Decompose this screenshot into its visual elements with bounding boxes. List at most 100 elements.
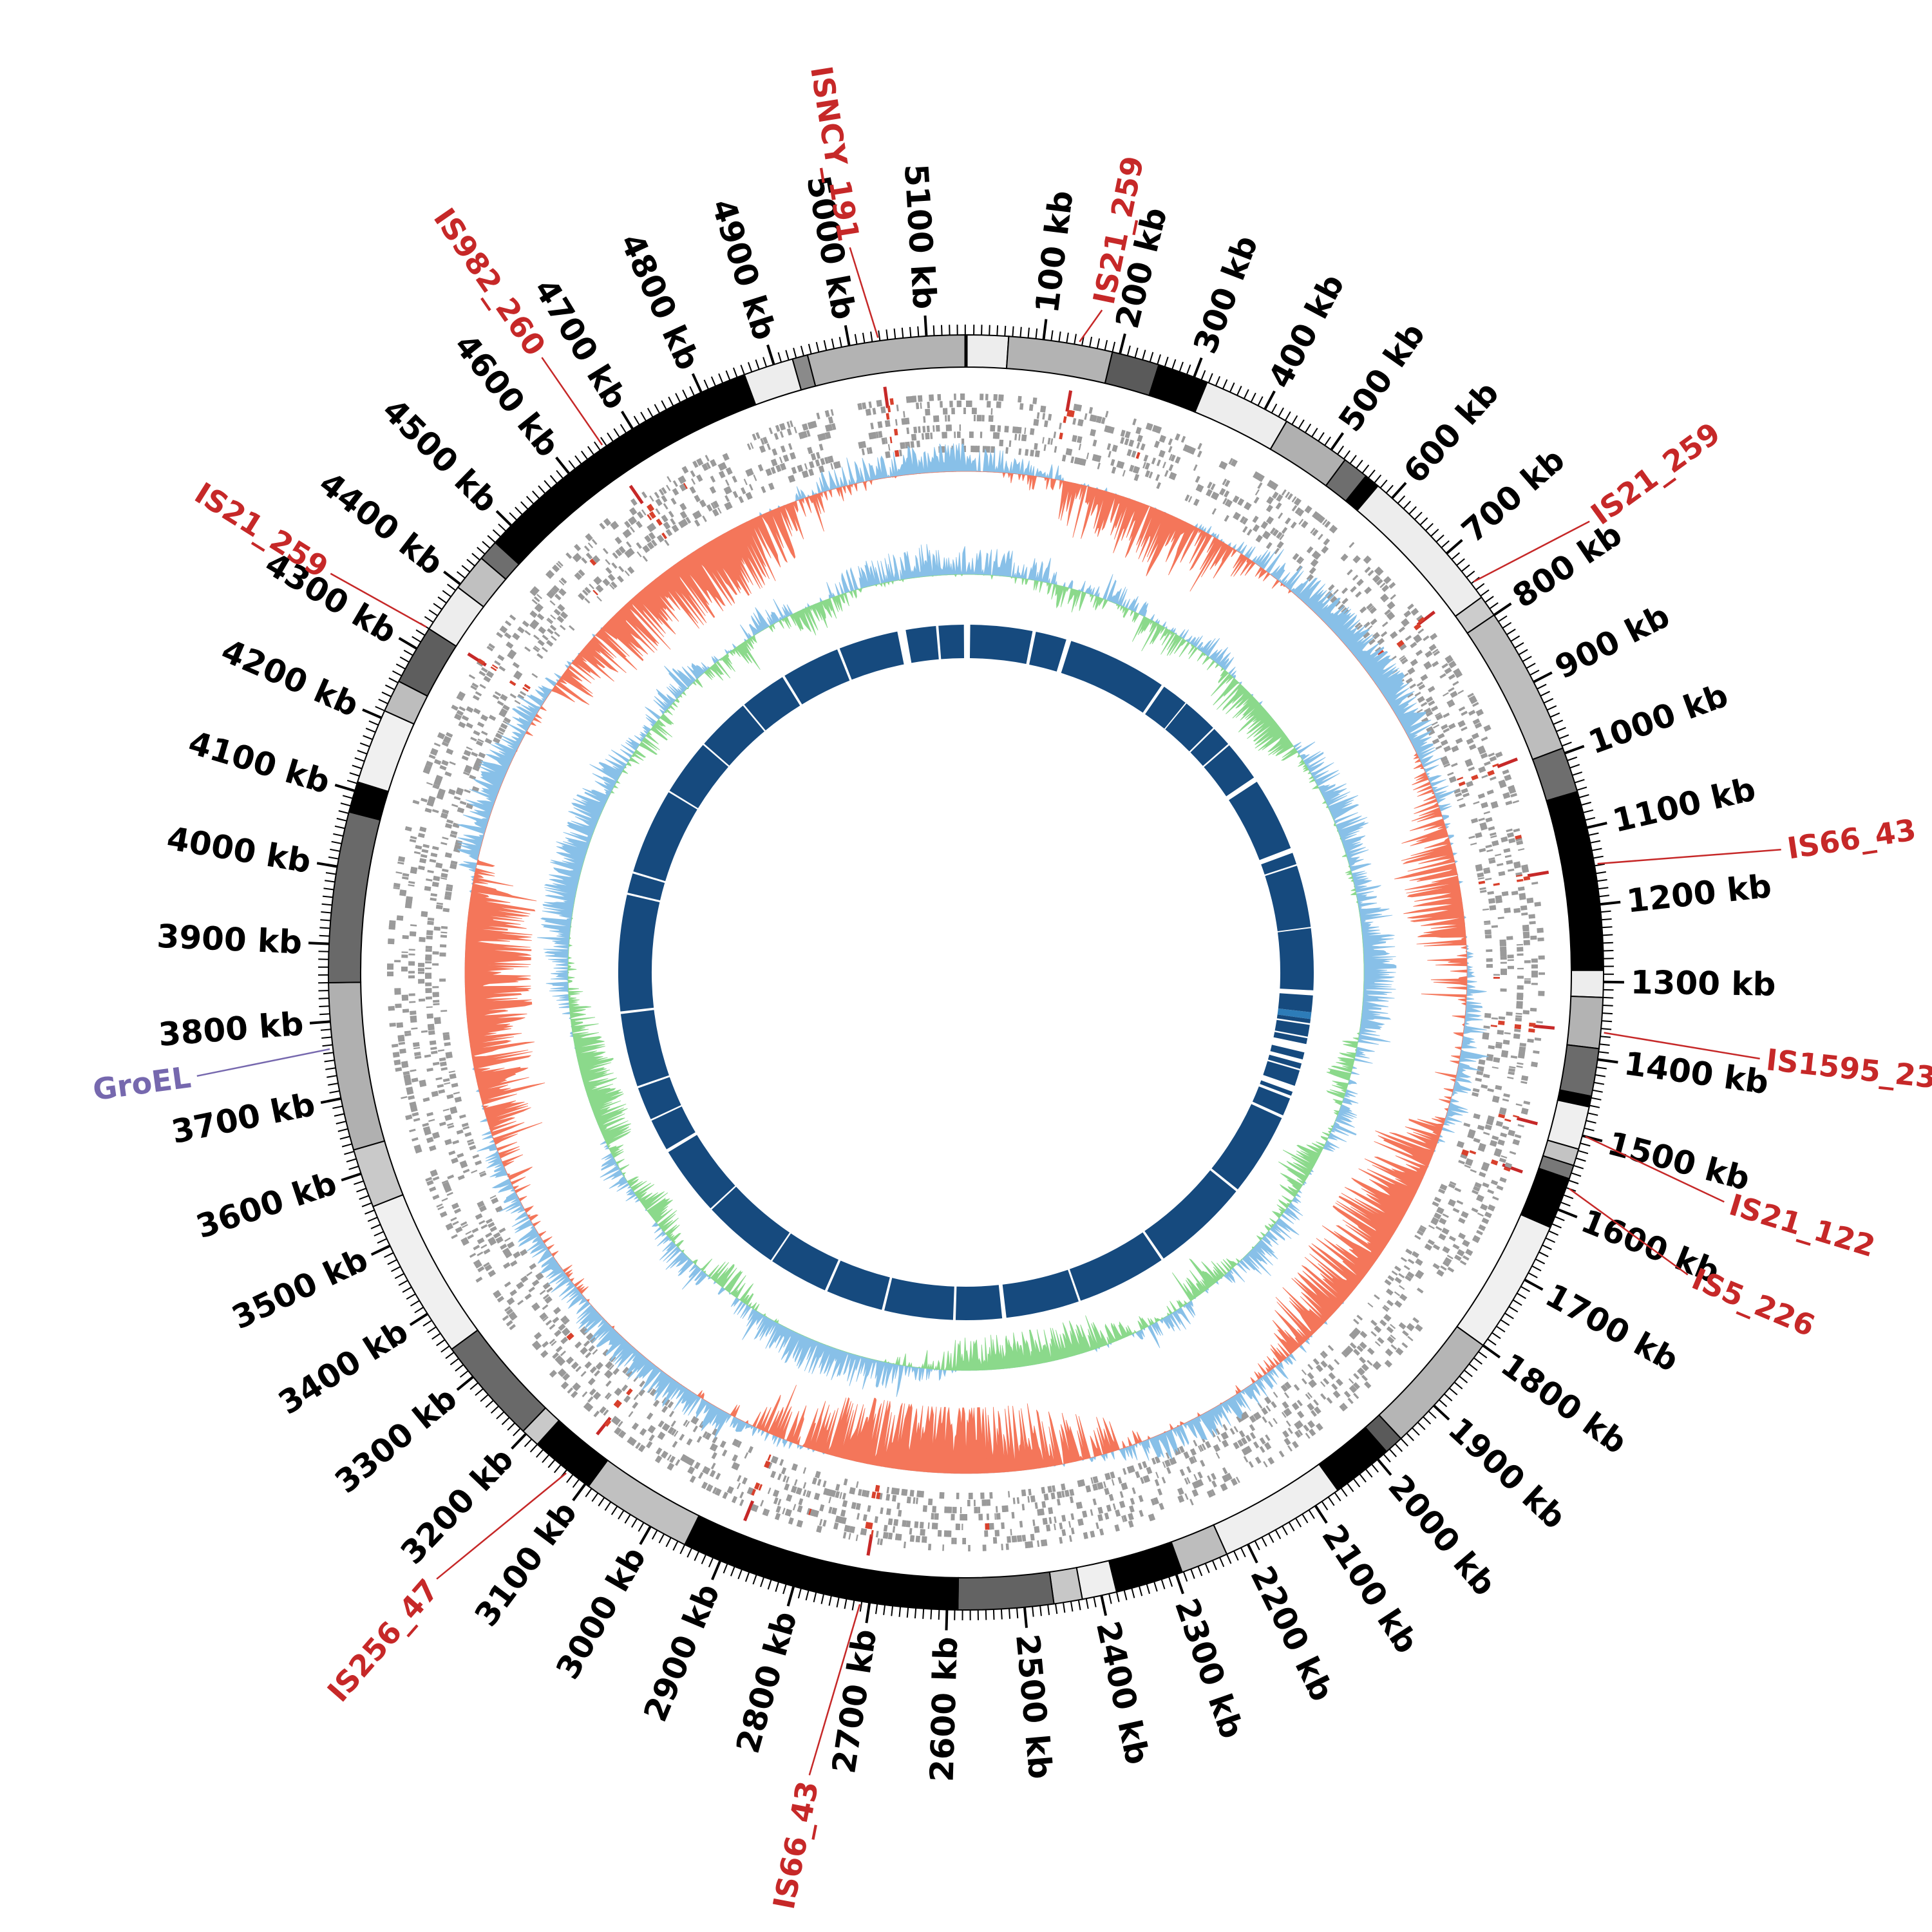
gene-tile bbox=[1056, 1491, 1063, 1499]
gene-tile bbox=[762, 1508, 768, 1516]
gene-tile bbox=[658, 489, 665, 496]
gene-tile bbox=[438, 1089, 446, 1094]
gene-tile bbox=[1398, 1322, 1406, 1330]
alignment-segment bbox=[1061, 641, 1162, 713]
gene-tile bbox=[996, 1506, 998, 1513]
gene-tile bbox=[1490, 1159, 1499, 1166]
gene-tile bbox=[1263, 1461, 1268, 1468]
gene-tile bbox=[503, 1262, 511, 1269]
gene-tile bbox=[413, 1117, 421, 1122]
gene-tile bbox=[1407, 603, 1414, 611]
gene-tile bbox=[1448, 1183, 1455, 1189]
gene-tile bbox=[1516, 840, 1524, 846]
gene-tile bbox=[557, 560, 564, 567]
gene-tile bbox=[694, 460, 699, 468]
minor-tick bbox=[327, 1075, 337, 1078]
alignment-segment bbox=[1165, 703, 1213, 752]
gene-tile bbox=[980, 431, 983, 439]
gene-tile bbox=[533, 596, 540, 602]
gene-tile bbox=[1059, 422, 1062, 430]
gene-tile bbox=[822, 1519, 827, 1527]
gene-tile bbox=[1088, 406, 1094, 414]
gene-tile bbox=[645, 535, 652, 542]
gene-tile bbox=[648, 504, 654, 511]
gene-tile bbox=[851, 1502, 857, 1510]
minor-tick bbox=[1218, 1557, 1225, 1567]
gene-tile bbox=[471, 752, 478, 757]
gene-tile bbox=[433, 999, 440, 1003]
gene-tile bbox=[902, 442, 905, 449]
minor-tick bbox=[568, 460, 576, 469]
contig-segment bbox=[683, 1515, 960, 1611]
gene-tile bbox=[446, 732, 453, 738]
gene-tile bbox=[1424, 1243, 1432, 1251]
gene-tile bbox=[1407, 1336, 1414, 1341]
gene-tile bbox=[430, 897, 437, 902]
gene-tile bbox=[432, 1176, 440, 1181]
gene-tile bbox=[1061, 1529, 1066, 1537]
gene-tile bbox=[669, 1455, 676, 1463]
gene-tile bbox=[679, 483, 687, 492]
minor-tick bbox=[1039, 1605, 1042, 1616]
gene-tile bbox=[1099, 1528, 1104, 1536]
minor-tick bbox=[1379, 479, 1388, 489]
gene-tile bbox=[427, 922, 434, 925]
gene-tile bbox=[1442, 1246, 1450, 1254]
minor-tick bbox=[1558, 734, 1569, 739]
minor-tick bbox=[1211, 1560, 1217, 1571]
minor-tick bbox=[1208, 373, 1213, 383]
major-tick bbox=[1264, 390, 1276, 410]
gene-tile bbox=[558, 591, 565, 596]
gene-tile bbox=[1104, 410, 1109, 418]
gene-tile bbox=[1439, 673, 1446, 679]
gene-tile bbox=[667, 476, 672, 482]
gene-track-forward bbox=[386, 393, 1546, 1552]
gene-tile bbox=[877, 421, 883, 428]
minor-tick bbox=[1000, 1609, 1003, 1620]
gene-tile bbox=[672, 1441, 678, 1448]
gene-tile bbox=[706, 462, 711, 469]
minor-tick bbox=[1592, 1089, 1603, 1093]
gene-tile bbox=[401, 1096, 408, 1099]
gene-tile bbox=[1059, 432, 1063, 440]
minor-tick bbox=[1009, 1608, 1011, 1619]
gene-tile bbox=[654, 1455, 661, 1463]
gene-tile bbox=[1493, 1150, 1502, 1157]
gene-tile bbox=[724, 495, 730, 502]
gene-tile bbox=[1232, 495, 1240, 504]
gene-tile bbox=[411, 1027, 418, 1030]
minor-tick bbox=[1123, 1589, 1128, 1600]
gene-tile bbox=[1053, 431, 1057, 439]
gene-tile bbox=[1528, 916, 1535, 919]
gene-tile bbox=[1164, 469, 1169, 477]
gene-tile bbox=[1372, 632, 1380, 640]
gene-tile bbox=[1142, 1475, 1149, 1483]
gene-tile bbox=[1341, 598, 1349, 605]
gene-tile bbox=[1140, 443, 1146, 451]
gene-tile bbox=[528, 1286, 535, 1293]
gene-tile bbox=[611, 581, 618, 589]
gene-tile bbox=[1294, 1422, 1301, 1430]
gene-tile bbox=[1376, 578, 1383, 586]
major-tick bbox=[1493, 602, 1512, 616]
gene-tile bbox=[937, 1530, 942, 1537]
gene-tile bbox=[399, 889, 407, 894]
gene-tile bbox=[748, 484, 753, 491]
gene-tile bbox=[1224, 498, 1230, 506]
gene-tile bbox=[793, 1479, 798, 1486]
gene-tile bbox=[585, 1332, 594, 1341]
minor-tick bbox=[402, 1286, 412, 1293]
minor-tick bbox=[1435, 534, 1444, 543]
gene-tile bbox=[1405, 1275, 1412, 1282]
minor-tick bbox=[854, 334, 858, 345]
gene-tile bbox=[1502, 1098, 1510, 1102]
gene-tile bbox=[609, 1364, 614, 1370]
gene-tile bbox=[1414, 636, 1423, 643]
gene-tile bbox=[738, 496, 744, 504]
gene-tile bbox=[849, 1487, 853, 1494]
gene-tile bbox=[1380, 593, 1388, 601]
major-tick bbox=[1042, 319, 1048, 340]
gene-tile bbox=[1041, 1486, 1046, 1494]
minor-tick bbox=[374, 1231, 384, 1236]
major-tick bbox=[865, 1602, 871, 1624]
